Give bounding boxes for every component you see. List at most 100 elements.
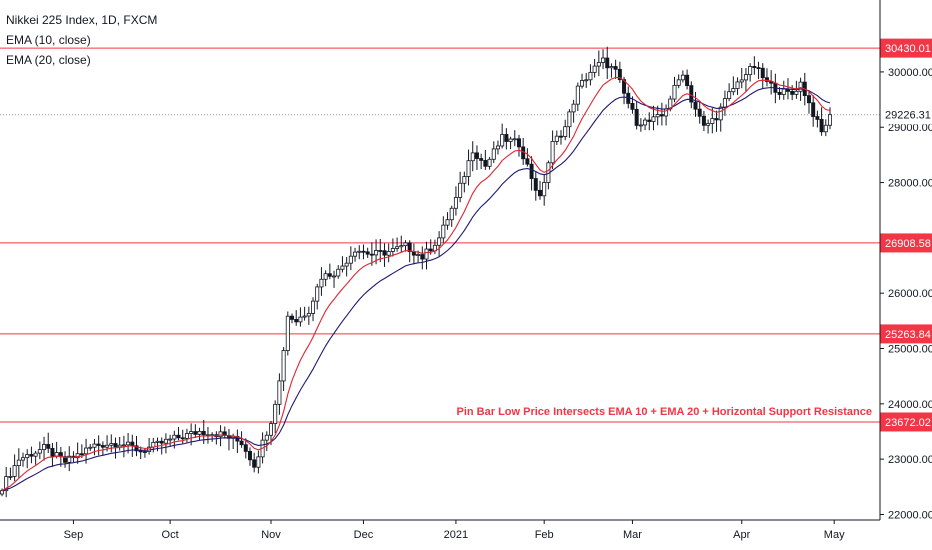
candle-body [655, 114, 660, 118]
candle-body [84, 447, 89, 455]
candle-body [386, 251, 391, 256]
candle-body [168, 438, 173, 441]
candle-body [298, 316, 303, 323]
candle-body [4, 476, 9, 492]
current-price-tag-box [880, 105, 932, 125]
candle-body [811, 102, 816, 117]
candle-body [96, 443, 101, 446]
level-price-tag-label: 25263.84 [885, 329, 931, 341]
candle-body [21, 457, 26, 461]
candle-body [752, 66, 757, 68]
candle-body [189, 431, 194, 434]
candle-body [365, 251, 370, 255]
candle-body [8, 476, 13, 478]
candle-body [474, 152, 479, 159]
candle-body [634, 108, 639, 126]
candle-body [714, 118, 719, 121]
candle-body [176, 434, 181, 439]
level-price-tag-box [880, 233, 932, 253]
level-price-tag-box [880, 412, 932, 432]
price-tick-label: 29000.00 [888, 122, 932, 134]
candle-body [685, 74, 690, 87]
candle-body [268, 423, 273, 436]
candle-body [54, 452, 59, 457]
candle-body [264, 434, 269, 441]
candle-body [16, 459, 21, 467]
ema-20-line [1, 86, 831, 492]
current-price-tag-label: 29226.31 [885, 110, 931, 122]
candle-body [596, 62, 601, 67]
candle-body [823, 124, 828, 133]
candle-body [689, 85, 694, 103]
price-tick-label: 30000.00 [888, 67, 932, 79]
candle-body [437, 237, 442, 246]
candle-body [306, 313, 311, 317]
candle-body [180, 437, 185, 440]
price-tick-label: 22000.00 [888, 509, 932, 521]
candle-body [361, 250, 366, 253]
candle-body [29, 454, 34, 457]
candle-body [357, 250, 362, 253]
level-price-tag-box [880, 324, 932, 344]
candle-body [46, 444, 51, 449]
candle-body [453, 197, 458, 209]
candle-body [559, 135, 564, 138]
candle-body [201, 430, 206, 436]
candle-body [424, 248, 429, 260]
candle-body [504, 134, 509, 142]
candle-body [33, 452, 38, 457]
candle-body [340, 265, 345, 270]
candle-body [727, 91, 732, 100]
candle-body [130, 441, 135, 447]
candle-body [0, 490, 4, 495]
time-tick-label: Mar [623, 529, 642, 541]
candle-body [113, 443, 118, 448]
candle-body [403, 242, 408, 247]
candle-body [701, 115, 706, 126]
candle-body [748, 66, 753, 76]
candle-body [277, 380, 282, 405]
candle-body [592, 65, 597, 73]
candle-body [815, 116, 820, 120]
candle-body [458, 182, 463, 198]
candle-body [79, 453, 84, 456]
candle-body [706, 123, 711, 126]
candle-body [390, 248, 395, 252]
candle-body [575, 85, 580, 105]
candle-body [613, 66, 618, 70]
candle-body [332, 275, 337, 278]
candle-body [735, 81, 740, 89]
candle-body [273, 403, 278, 425]
candle-body [285, 315, 290, 351]
time-tick-label: Feb [535, 529, 554, 541]
chart-title: Nikkei 225 Index, 1D, FXCM [6, 13, 158, 27]
candle-body [508, 138, 513, 142]
candle-body [12, 465, 17, 477]
candle-body [638, 124, 643, 127]
candle-body [88, 446, 93, 449]
price-tick-label: 28000.00 [888, 178, 932, 190]
candle-body [109, 443, 114, 446]
candle-body [344, 262, 349, 267]
candle-body [327, 273, 332, 277]
candle-body [382, 250, 387, 256]
candle-body [323, 273, 328, 280]
candle-body [798, 81, 803, 92]
candle-body [563, 126, 568, 137]
candle-body [416, 254, 421, 256]
candle-body [243, 444, 248, 452]
candle-body [609, 66, 614, 69]
candle-body [525, 158, 530, 165]
candle-body [218, 431, 223, 438]
candle-body [302, 315, 307, 318]
time-tick-label: May [824, 529, 845, 541]
candle-body [462, 176, 467, 184]
candle-body [155, 440, 160, 443]
candle-body [63, 456, 68, 463]
chart-annotation: Pin Bar Low Price Intersects EMA 10 + EM… [457, 406, 872, 418]
candle-body [794, 90, 799, 95]
candle-body [760, 67, 765, 79]
candle-body [142, 451, 147, 453]
candle-body [764, 77, 769, 82]
